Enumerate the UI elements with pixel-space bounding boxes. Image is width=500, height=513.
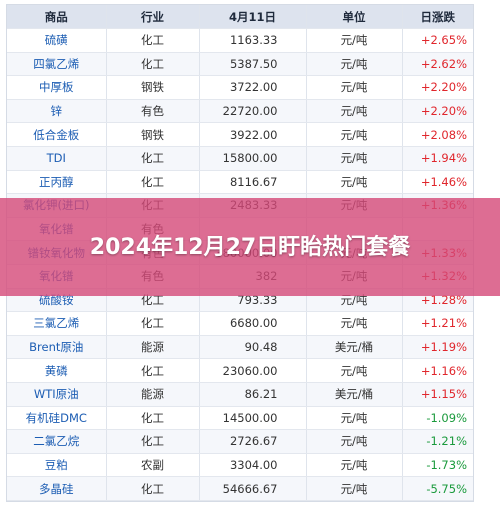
table-row[interactable]: 豆粕 农副 3304.00 元/吨 -1.73%: [7, 453, 473, 478]
daily-change-cell: +2.20%: [402, 75, 473, 100]
commodity-name-cell[interactable]: 硫磺: [7, 28, 107, 53]
daily-change-cell: +2.08%: [402, 122, 473, 147]
unit-cell: 美元/桶: [306, 382, 403, 407]
price-cell: 54666.67: [199, 476, 307, 501]
commodity-name-cell[interactable]: 二氯乙烷: [7, 429, 107, 454]
daily-change-cell: +2.65%: [402, 28, 473, 53]
table-header-row: 商品 行业 4月11日 单位 日涨跌: [7, 5, 473, 29]
table-row[interactable]: Brent原油 能源 90.48 美元/桶 +1.19%: [7, 335, 473, 360]
daily-change-cell: +1.94%: [402, 146, 473, 171]
unit-cell: 元/吨: [306, 146, 403, 171]
table-row[interactable]: 低合金板 钢铁 3922.00 元/吨 +2.08%: [7, 122, 473, 147]
unit-cell: 元/吨: [306, 28, 403, 53]
daily-change-cell: -1.21%: [402, 429, 473, 454]
industry-cell: 化工: [106, 429, 200, 454]
daily-change-cell: +1.46%: [402, 170, 473, 195]
commodity-name-cell[interactable]: TDI: [7, 146, 107, 171]
title-overlay-banner: 2024年12月27日盱眙热门套餐: [0, 198, 500, 296]
daily-change-cell: -1.09%: [402, 406, 473, 431]
price-cell: 15800.00: [199, 146, 307, 171]
table-row[interactable]: 锌有色 22720.00 元/吨 +2.20%: [7, 99, 473, 124]
header-price-date[interactable]: 4月11日: [199, 5, 307, 29]
daily-change-cell: +2.20%: [402, 99, 473, 124]
daily-change-cell: +2.62%: [402, 52, 473, 77]
price-cell: 6680.00: [199, 311, 307, 336]
price-cell: 8116.67: [199, 170, 307, 195]
industry-cell: 农副: [106, 453, 200, 478]
commodity-name-cell[interactable]: 有机硅DMC: [7, 406, 107, 431]
industry-cell: 化工: [106, 358, 200, 383]
price-cell: 2726.67: [199, 429, 307, 454]
unit-cell: 元/吨: [306, 52, 403, 77]
price-cell: 86.21: [199, 382, 307, 407]
industry-cell: 能源: [106, 382, 200, 407]
unit-cell: 美元/桶: [306, 335, 403, 360]
table-row[interactable]: 正丙醇 化工 8116.67 元/吨 +1.46%: [7, 170, 473, 195]
industry-cell: 化工: [106, 406, 200, 431]
industry-cell: 钢铁: [106, 75, 200, 100]
unit-cell: 元/吨: [306, 476, 403, 501]
header-unit[interactable]: 单位: [306, 5, 403, 29]
table-row[interactable]: 有机硅DMC 化工 14500.00 元/吨 -1.09%: [7, 406, 473, 431]
price-cell: 5387.50: [199, 52, 307, 77]
unit-cell: 元/吨: [306, 122, 403, 147]
unit-cell: 元/吨: [306, 453, 403, 478]
commodity-name-cell[interactable]: Brent原油: [7, 335, 107, 360]
commodity-name-cell[interactable]: 豆粕: [7, 453, 107, 478]
price-cell: 3722.00: [199, 75, 307, 100]
daily-change-cell: +1.16%: [402, 358, 473, 383]
table-row[interactable]: WTI原油 能源 86.21 美元/桶 +1.15%: [7, 382, 473, 407]
header-daily-change[interactable]: 日涨跌: [402, 5, 473, 29]
unit-cell: 元/吨: [306, 406, 403, 431]
table-row[interactable]: 硫磺 化工 1163.33 元/吨 +2.65%: [7, 28, 473, 53]
industry-cell: 化工: [106, 52, 200, 77]
unit-cell: 元/吨: [306, 99, 403, 124]
unit-cell: 元/吨: [306, 429, 403, 454]
daily-change-cell: +1.15%: [402, 382, 473, 407]
industry-cell: 化工: [106, 311, 200, 336]
industry-cell: 化工: [106, 28, 200, 53]
daily-change-cell: -1.73%: [402, 453, 473, 478]
commodity-name-cell[interactable]: 多晶硅: [7, 476, 107, 501]
commodity-name-cell[interactable]: 低合金板: [7, 122, 107, 147]
header-industry[interactable]: 行业: [106, 5, 200, 29]
industry-cell: 化工: [106, 476, 200, 501]
industry-cell: 化工: [106, 170, 200, 195]
table-row[interactable]: 二氯乙烷 化工 2726.67 元/吨 -1.21%: [7, 429, 473, 454]
commodity-name-cell[interactable]: 黄磷: [7, 358, 107, 383]
industry-cell: 有色: [106, 99, 200, 124]
table-row[interactable]: 黄磷 化工 23060.00 元/吨 +1.16%: [7, 358, 473, 383]
table-row[interactable]: 四氯乙烯 化工 5387.50 元/吨 +2.62%: [7, 52, 473, 77]
commodity-name-cell[interactable]: 锌: [7, 99, 107, 124]
overlay-title: 2024年12月27日盱眙热门套餐: [89, 234, 411, 260]
commodity-name-cell[interactable]: WTI原油: [7, 382, 107, 407]
commodity-name-cell[interactable]: 正丙醇: [7, 170, 107, 195]
industry-cell: 能源: [106, 335, 200, 360]
table-row[interactable]: 三氯乙烯 化工 6680.00 元/吨 +1.21%: [7, 311, 473, 336]
industry-cell: 钢铁: [106, 122, 200, 147]
commodity-name-cell[interactable]: 四氯乙烯: [7, 52, 107, 77]
table-row[interactable]: 中厚板 钢铁 3722.00 元/吨 +2.20%: [7, 75, 473, 100]
price-cell: 23060.00: [199, 358, 307, 383]
industry-cell: 化工: [106, 146, 200, 171]
table-row[interactable]: TDI 化工 15800.00 元/吨 +1.94%: [7, 146, 473, 171]
header-commodity[interactable]: 商品: [7, 5, 107, 29]
price-cell: 3304.00: [199, 453, 307, 478]
unit-cell: 元/吨: [306, 311, 403, 336]
unit-cell: 元/吨: [306, 170, 403, 195]
table-row[interactable]: 多晶硅 化工 54666.67 元/吨 -5.75%: [7, 476, 473, 501]
daily-change-cell: +1.19%: [402, 335, 473, 360]
price-cell: 3922.00: [199, 122, 307, 147]
daily-change-cell: +1.21%: [402, 311, 473, 336]
commodity-name-cell[interactable]: 中厚板: [7, 75, 107, 100]
price-cell: 14500.00: [199, 406, 307, 431]
unit-cell: 元/吨: [306, 75, 403, 100]
unit-cell: 元/吨: [306, 358, 403, 383]
daily-change-cell: -5.75%: [402, 476, 473, 501]
price-cell: 90.48: [199, 335, 307, 360]
price-cell: 1163.33: [199, 28, 307, 53]
commodity-name-cell[interactable]: 三氯乙烯: [7, 311, 107, 336]
price-cell: 22720.00: [199, 99, 307, 124]
